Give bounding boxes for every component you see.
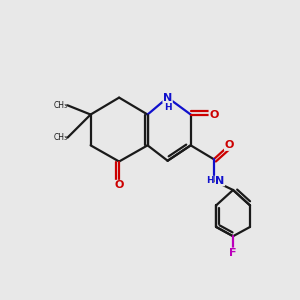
- Text: N: N: [163, 93, 172, 103]
- Text: H: H: [164, 103, 171, 112]
- Text: O: O: [224, 140, 234, 150]
- Text: CH₃: CH₃: [53, 133, 68, 142]
- Text: CH₃: CH₃: [53, 101, 68, 110]
- Text: O: O: [209, 110, 218, 119]
- Text: F: F: [229, 248, 237, 258]
- Text: N: N: [215, 176, 225, 186]
- Text: O: O: [114, 180, 124, 190]
- Text: H: H: [206, 176, 214, 185]
